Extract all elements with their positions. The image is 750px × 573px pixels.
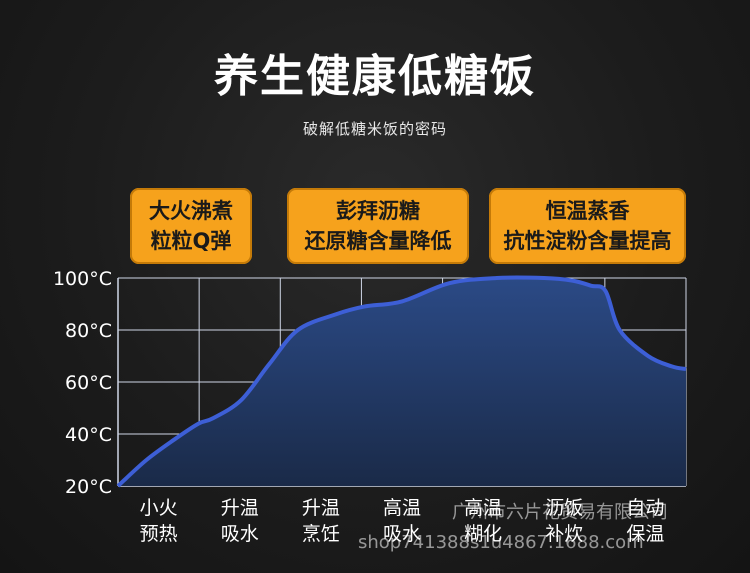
x-stage-label: 高温 <box>464 497 502 519</box>
x-stage-label: 升温 <box>221 497 259 519</box>
watermark-company: 广州市六片花贸易有限公司 <box>452 502 668 523</box>
y-tick-label: 80°C <box>65 320 112 342</box>
watermark-url: shop741388s1u4867.1688.com <box>358 532 644 553</box>
x-stage-label: 吸水 <box>383 523 421 545</box>
x-stage-label: 沥饭 <box>545 497 583 519</box>
callout-drain-line1: 彭拜沥糖 <box>336 199 420 223</box>
x-stage-label: 补炊 <box>545 523 583 545</box>
temperature-area <box>118 277 686 486</box>
x-stage-label: 小火 <box>140 497 178 519</box>
callout-drain: 彭拜沥糖 还原糖含量降低 <box>287 188 469 264</box>
callout-boil-line2: 粒粒Q弹 <box>150 229 232 253</box>
x-stage-label: 烹饪 <box>302 523 340 545</box>
callout-drain-line2: 还原糖含量降低 <box>304 229 452 253</box>
callout-steam: 恒温蒸香 抗性淀粉含量提高 <box>489 188 686 264</box>
x-stage-label: 升温 <box>302 497 340 519</box>
page-title: 养生健康低糖饭 <box>214 51 536 102</box>
y-tick-label: 100°C <box>53 268 112 290</box>
x-stage-label: 糊化 <box>464 523 502 545</box>
x-stage-label: 吸水 <box>221 523 259 545</box>
page-subtitle: 破解低糖米饭的密码 <box>302 120 447 138</box>
x-stage-label: 自动 <box>626 497 664 519</box>
y-tick-label: 20°C <box>65 476 112 498</box>
x-stage-label: 预热 <box>140 523 178 545</box>
callout-boil-line1: 大火沸煮 <box>149 199 233 223</box>
x-stage-label: 高温 <box>383 497 421 519</box>
y-tick-label: 40°C <box>65 424 112 446</box>
callout-steam-line1: 恒温蒸香 <box>545 199 630 223</box>
y-tick-label: 60°C <box>65 372 112 394</box>
callout-boil: 大火沸煮 粒粒Q弹 <box>130 188 252 264</box>
x-stage-label: 保温 <box>626 523 664 545</box>
callout-steam-line2: 抗性淀粉含量提高 <box>503 229 672 253</box>
temperature-curve <box>116 275 687 488</box>
